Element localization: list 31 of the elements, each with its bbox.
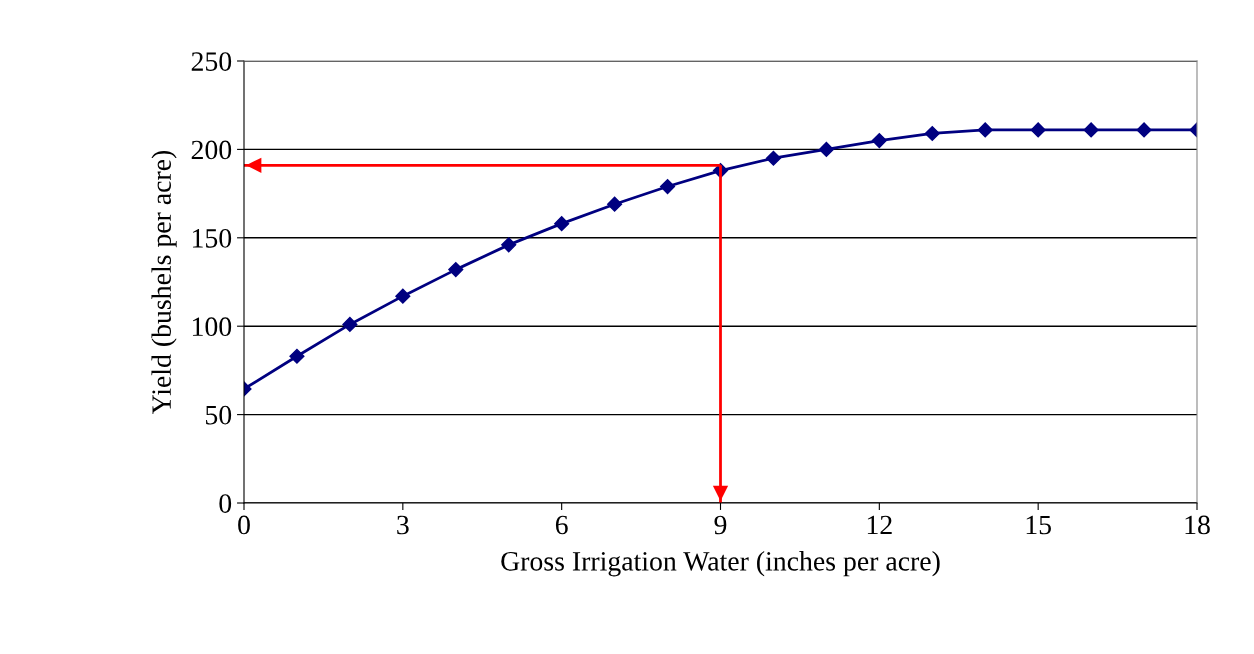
point [924,125,940,142]
y-tick-label: 0 [219,494,232,513]
point [871,132,887,149]
point [395,288,411,304]
y-tick-label: 200 [191,140,232,160]
x-tick-label: 0 [238,515,250,535]
x-tick-label: 3 [397,515,409,535]
point [765,150,782,166]
x-tick-label: 9 [714,515,727,535]
point [501,237,517,253]
point [607,196,623,212]
point [1136,122,1152,138]
point [342,316,358,333]
point [1030,122,1046,138]
point [554,216,570,232]
x-axis-title: Gross Irrigation Water (inches per acre) [501,551,940,577]
y-axis-title: Yield (bushels per acre) [151,150,177,414]
point [659,178,676,195]
y-tick-label: 250 [191,52,232,71]
x-tick-label: 18 [1185,515,1210,535]
y-tick-label: 150 [192,228,232,248]
y-tick-label: 100 [192,317,232,337]
point [818,141,834,157]
point [1083,122,1099,138]
y-tick-label: 50 [206,405,232,425]
point [448,262,464,278]
point [289,348,305,364]
point [977,122,993,138]
x-tick-label: 6 [555,515,568,535]
x-tick-label: 12 [867,515,892,535]
x-tick-label: 15 [1026,515,1051,535]
